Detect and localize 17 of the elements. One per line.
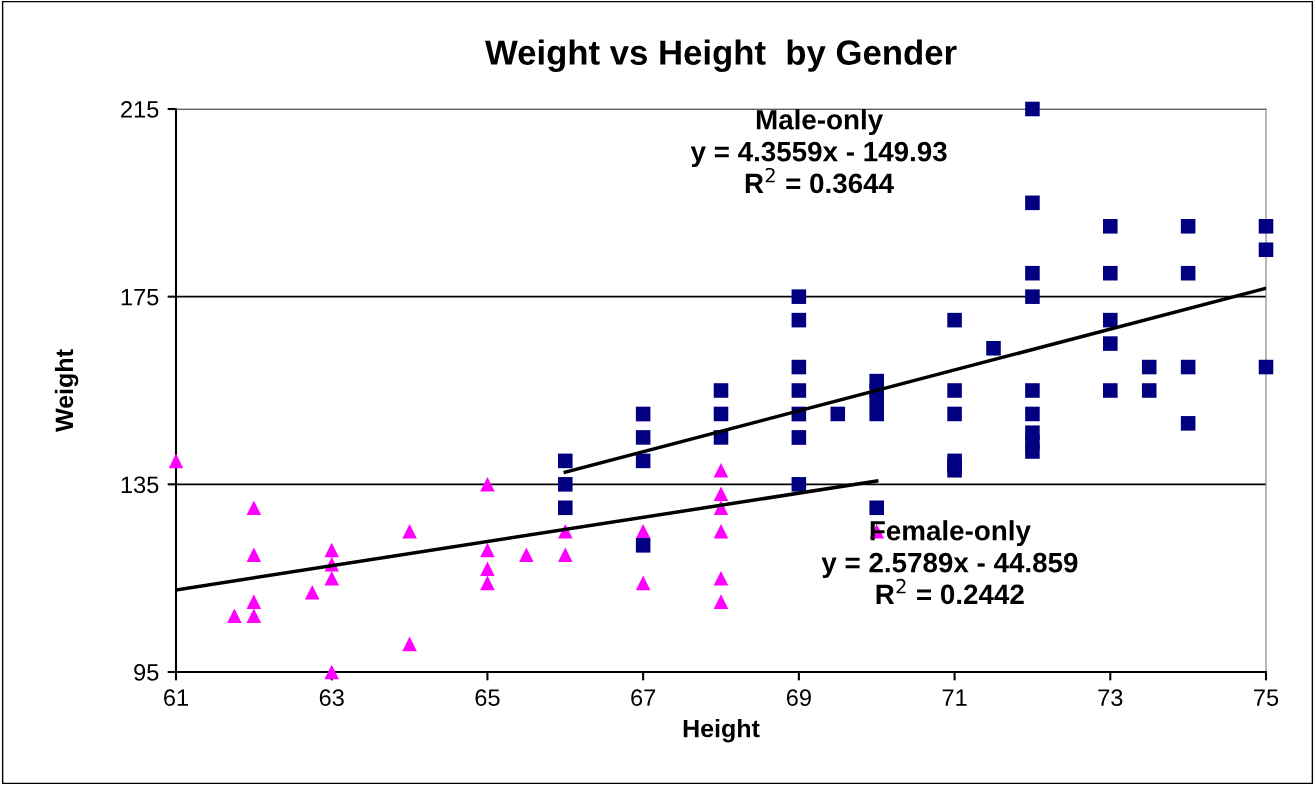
annotation: Male-only y = 4.3559x - 149.93 R$^{2}$ = 0.3644 xyxy=(690,109,947,194)
annotation: Female-only y = 2.5789x - 44.859 R$^{2}$ = 0.2442 xyxy=(821,520,1078,605)
x-tick-label: 69 xyxy=(786,689,811,707)
x-tick-label: 71 xyxy=(942,689,967,706)
x-tick-label: 75 xyxy=(1254,689,1279,707)
y-tick-label: 175 xyxy=(121,288,159,306)
x-tick-label: 73 xyxy=(1098,689,1123,707)
y-axis-title: Weight xyxy=(54,349,79,432)
chart-title: Weight vs Height by Gender xyxy=(485,39,957,72)
x-tick-label: 65 xyxy=(475,689,500,707)
x-axis-title: Height xyxy=(683,719,760,743)
y-tick-label: 95 xyxy=(134,664,159,681)
x-tick-label: 63 xyxy=(319,689,344,707)
y-tick-label: 135 xyxy=(121,476,159,494)
x-tick-label: 61 xyxy=(164,689,188,707)
y-tick-label: 215 xyxy=(121,101,159,118)
x-tick-label: 67 xyxy=(631,689,656,707)
